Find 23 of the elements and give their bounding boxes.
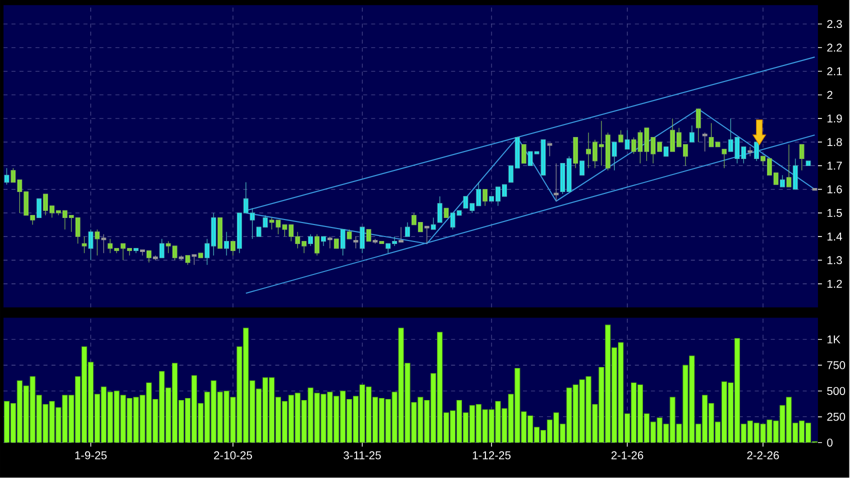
y-tick-label: 1.5	[828, 209, 842, 218]
x-tick-label: 3-11-25	[344, 452, 381, 460]
y-tick-label: 1.8	[828, 138, 842, 146]
y-tick-label: 2.2	[827, 44, 842, 52]
x-tick-label: 2-2-26	[747, 452, 779, 460]
x-tick-label: 2-1-26	[611, 452, 644, 460]
y-tick-label: 1.6	[828, 186, 842, 194]
y-tick-label: 250	[827, 413, 846, 422]
y-tick-label: 1.9	[828, 114, 842, 123]
y-tick-label: 0	[827, 438, 833, 447]
y-tick-label: 1K	[828, 336, 840, 344]
x-tick-label: 1-9-25	[75, 452, 107, 460]
y-tick-label: 2.1	[827, 68, 842, 76]
y-tick-label: 1.4	[828, 232, 842, 241]
y-tick-label: 2.3	[827, 20, 842, 28]
y-tick-label: 1.3	[828, 256, 842, 264]
y-tick-label: 1.7	[828, 162, 842, 170]
y-tick-label: 750	[827, 361, 846, 370]
y-tick-label: 2	[827, 91, 832, 100]
y-tick-label: 1.2	[828, 280, 842, 288]
x-tick-label: 1-12-25	[472, 452, 511, 460]
x-tick-label: 2-10-25	[214, 452, 252, 460]
y-tick-label: 500	[827, 387, 846, 396]
